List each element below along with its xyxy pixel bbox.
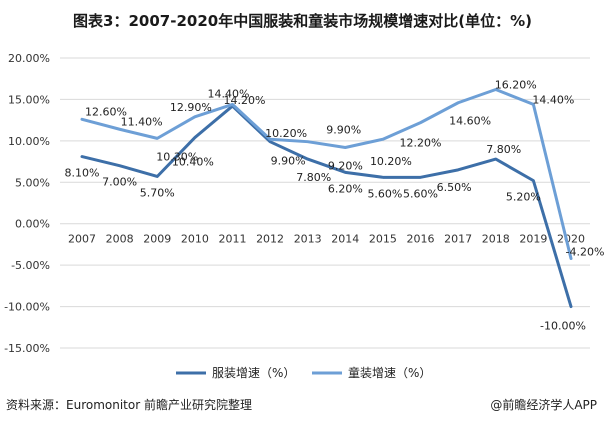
series-line <box>80 87 573 261</box>
legend: 服装增速（%） 童装增速（%） <box>176 365 431 380</box>
x-tick-label: 2009 <box>143 233 171 246</box>
y-axis: -15.00% -10.00% -5.00% 0.00% 5.00% 10.00% 15.0… <box>4 52 50 355</box>
gridlines <box>60 57 590 349</box>
y-tick-label: 0.00% <box>15 218 50 231</box>
data-label: -4.20% <box>566 246 605 259</box>
x-tick-label: 2007 <box>68 233 96 246</box>
data-label: 10.30% <box>156 150 198 163</box>
x-tick-label: 2018 <box>482 233 510 246</box>
chart-title: 图表3：2007-2020年中国服装和童装市场规模增速对比(单位：%) <box>73 12 532 30</box>
series-line <box>80 104 573 309</box>
data-label: 9.90% <box>326 124 361 137</box>
data-label: 14.20% <box>223 94 265 107</box>
x-axis: 2007 2008 2009 2010 2011 2012 2013 2014 2015 2016… <box>68 233 585 246</box>
data-label: 14.40% <box>207 87 249 100</box>
data-label: 12.60% <box>85 105 127 118</box>
source-note: 资料来源：Euromonitor 前瞻产业研究院整理 <box>6 398 252 412</box>
y-tick-label: 10.00% <box>8 135 50 148</box>
data-label: 8.10% <box>65 167 100 180</box>
data-label: 9.90% <box>271 155 306 168</box>
data-label: 5.60% <box>403 187 438 200</box>
data-label: 9.20% <box>328 159 363 172</box>
data-labels: 8.10%7.00%5.70%10.40%14.20%9.90%7.80%6.2… <box>65 78 605 332</box>
x-tick-label: 2014 <box>331 233 359 246</box>
data-label: 14.40% <box>532 93 574 106</box>
legend-entry: 服装增速（%） <box>212 366 295 380</box>
data-label: 12.20% <box>400 137 442 150</box>
data-label: 11.40% <box>121 115 163 128</box>
x-tick-label: 2019 <box>519 233 547 246</box>
x-tick-label: 2016 <box>407 233 435 246</box>
data-label: 6.50% <box>437 181 472 194</box>
data-label: 12.90% <box>170 101 212 114</box>
x-tick-label: 2015 <box>369 233 397 246</box>
data-label: 6.20% <box>328 182 363 195</box>
data-label: -10.00% <box>540 320 586 333</box>
brand-credit: @前瞻经济学人APP <box>490 398 597 412</box>
data-label: 10.40% <box>172 156 214 169</box>
data-label: 7.00% <box>102 176 137 189</box>
data-label: 5.20% <box>506 191 541 204</box>
legend-entry: 童装增速（%） <box>348 365 431 380</box>
x-tick-label: 2011 <box>218 233 246 246</box>
y-tick-label: -15.00% <box>4 342 50 355</box>
x-tick-label: 2012 <box>256 233 284 246</box>
x-tick-label: 2008 <box>106 233 134 246</box>
data-label: 10.20% <box>265 127 307 140</box>
y-tick-label: 15.00% <box>8 93 50 106</box>
data-label: 5.70% <box>140 186 175 199</box>
series-lines <box>80 87 573 309</box>
x-tick-label: 2020 <box>557 233 585 246</box>
data-label: 7.80% <box>486 143 521 156</box>
data-label: 5.60% <box>367 187 402 200</box>
x-tick-label: 2013 <box>294 233 322 246</box>
data-label: 7.80% <box>296 171 331 184</box>
data-label: 14.60% <box>449 115 491 128</box>
y-tick-label: -10.00% <box>4 301 50 314</box>
y-tick-label: 20.00% <box>8 52 50 65</box>
y-tick-label: 5.00% <box>15 176 50 189</box>
x-tick-label: 2010 <box>181 233 209 246</box>
data-label: 16.20% <box>495 78 537 91</box>
data-label: 10.20% <box>370 155 412 168</box>
y-tick-label: -5.00% <box>11 259 50 272</box>
x-tick-label: 2017 <box>444 233 472 246</box>
